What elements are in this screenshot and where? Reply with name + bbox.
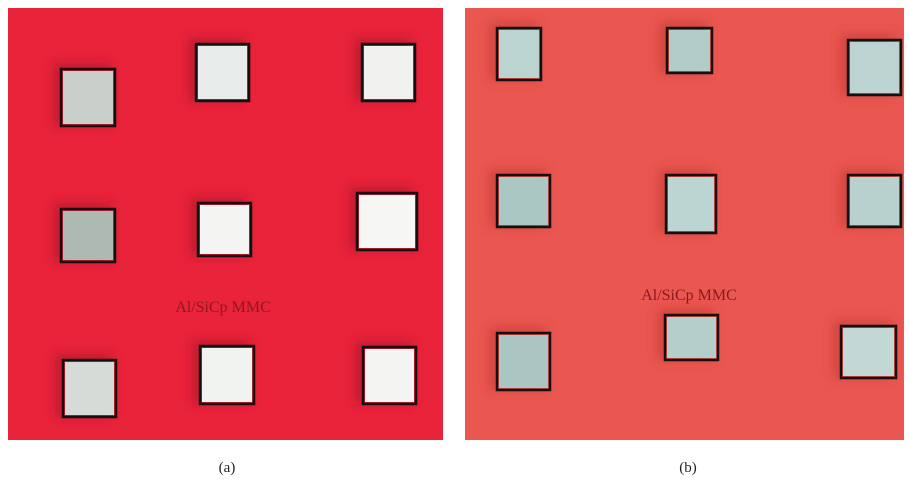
specimen — [364, 46, 413, 99]
specimen — [843, 328, 894, 376]
specimen — [63, 211, 113, 260]
specimen — [850, 42, 899, 93]
specimen — [850, 177, 899, 225]
specimen — [499, 30, 539, 78]
panel-label: (a) — [219, 460, 236, 476]
specimen — [668, 177, 714, 231]
panel-label: (b) — [679, 460, 697, 476]
specimen — [499, 335, 548, 388]
annotation: Al/SiCp MMC — [641, 287, 737, 304]
specimen — [200, 205, 249, 254]
specimen — [669, 30, 710, 71]
specimen — [65, 362, 114, 415]
specimen — [365, 349, 414, 402]
specimen — [202, 348, 252, 402]
figure: Al/SiCp MMC Al/SiCp MMC (a) (b) — [0, 0, 909, 479]
specimen — [198, 46, 247, 99]
specimen — [667, 317, 716, 358]
specimen — [359, 195, 415, 248]
annotation: Al/SiCp MMC — [175, 299, 271, 316]
specimen — [499, 177, 548, 225]
specimen — [63, 71, 113, 124]
